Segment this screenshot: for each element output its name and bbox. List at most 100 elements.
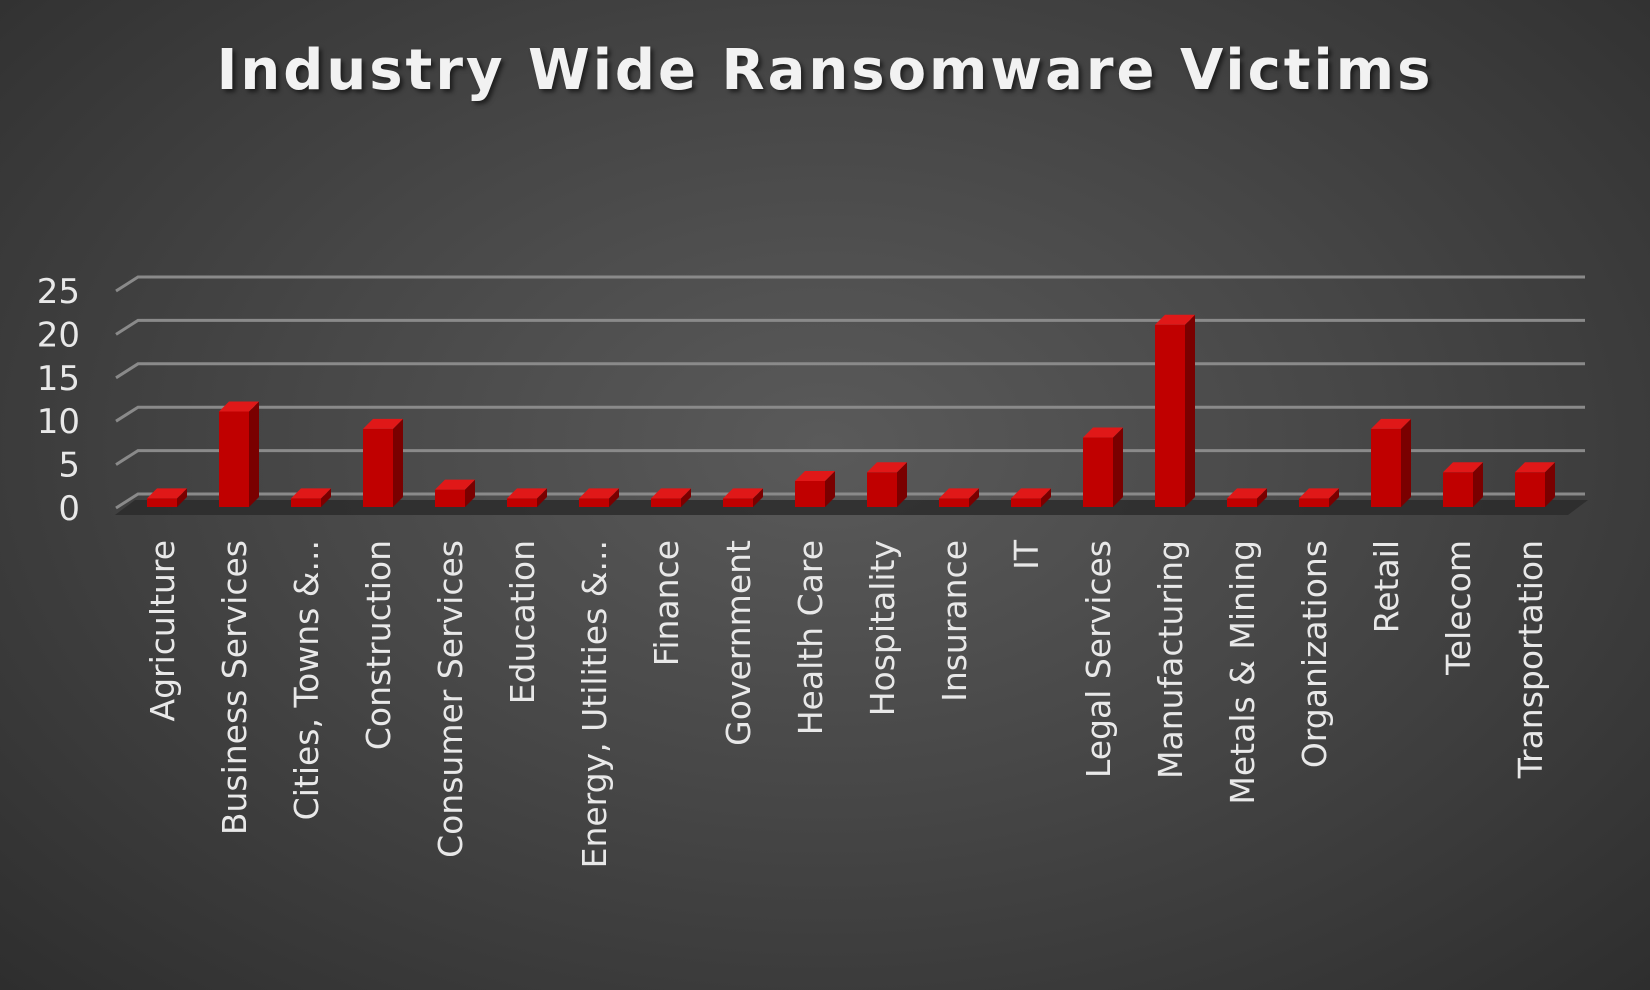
bar-top: [1515, 462, 1555, 473]
bar-side: [465, 479, 475, 507]
bar-front: [651, 498, 681, 507]
bar: [1371, 418, 1411, 507]
bar: [939, 488, 979, 507]
bar-side: [1545, 462, 1555, 507]
x-tick-label: Cities, Towns &...: [287, 540, 326, 820]
gridline: [115, 405, 1585, 423]
bar: [795, 470, 835, 507]
x-tick-label: Finance: [647, 540, 686, 666]
x-tick-label: Legal Services: [1079, 540, 1118, 778]
y-tick-label: 10: [37, 402, 80, 442]
bar-front: [723, 498, 753, 507]
bar: [1299, 488, 1339, 507]
x-tick-label: Transportation: [1511, 540, 1550, 779]
bar-side: [609, 488, 619, 507]
gridline: [115, 449, 1585, 466]
x-tick-label: Hospitality: [863, 540, 902, 716]
x-tick-label: Construction: [359, 540, 398, 750]
bar-side: [1113, 427, 1123, 507]
bar: [507, 488, 547, 507]
bar-side: [753, 488, 763, 507]
x-tick-label: Agriculture: [143, 540, 182, 721]
bar-top: [507, 488, 547, 499]
bar-side: [1185, 314, 1195, 507]
bar-top: [795, 470, 835, 481]
bar-front: [1155, 324, 1185, 507]
bar-top: [1083, 427, 1123, 438]
bar: [147, 488, 187, 507]
bar-front: [147, 498, 177, 507]
bars: [147, 314, 1555, 507]
bar: [1227, 488, 1267, 507]
x-tick-label: Government: [719, 540, 758, 746]
bar: [1083, 427, 1123, 507]
y-tick-label: 20: [37, 315, 80, 355]
bar-side: [1257, 488, 1267, 507]
gridline: [115, 362, 1585, 380]
chart-title: Industry Wide Ransomware Victims: [216, 38, 1434, 103]
x-tick-label: Consumer Services: [431, 540, 470, 858]
bar: [1515, 462, 1555, 507]
bar-front: [219, 411, 249, 507]
bar-front: [1227, 498, 1257, 507]
x-axis-ticks: Agriculture Business Services Cities, Town…: [143, 539, 1550, 868]
bar-top: [939, 488, 979, 499]
bar-top: [1371, 418, 1411, 429]
bar: [1011, 488, 1051, 507]
x-tick-label: Organizations: [1295, 540, 1334, 768]
x-tick-label: Telecom: [1439, 540, 1478, 676]
x-tick-label: Metals & Mining: [1223, 540, 1262, 805]
bar-side: [321, 488, 331, 507]
bar-side: [177, 488, 187, 507]
bar-top: [867, 462, 907, 473]
bar-side: [537, 488, 547, 507]
bar-side: [1329, 488, 1339, 507]
y-tick-label: 5: [58, 446, 80, 486]
bar-front: [435, 489, 465, 507]
chart-floor-plane: [115, 500, 1588, 515]
bar-front: [579, 498, 609, 507]
bar-front: [1011, 498, 1041, 507]
bar: [1443, 462, 1483, 507]
y-tick-label: 15: [37, 359, 80, 399]
bar-top: [291, 488, 331, 499]
bar-side: [969, 488, 979, 507]
bar: [579, 488, 619, 507]
bar-top: [219, 401, 259, 412]
bar-front: [1515, 472, 1545, 507]
bar-front: [363, 428, 393, 507]
bar-front: [1443, 472, 1473, 507]
x-tick-label: IT: [1007, 539, 1046, 570]
bar-side: [897, 462, 907, 507]
bar-side: [1473, 462, 1483, 507]
bar: [219, 401, 259, 507]
bar-front: [867, 472, 897, 507]
bar-top: [1299, 488, 1339, 499]
gridline: [115, 318, 1585, 336]
bar-top: [1227, 488, 1267, 499]
bar-top: [723, 488, 763, 499]
bar-front: [795, 480, 825, 507]
bar-side: [249, 401, 259, 507]
bar: [291, 488, 331, 507]
bar: [651, 488, 691, 507]
gridline: [115, 275, 1585, 293]
x-tick-label: Energy, Utilities &...: [575, 540, 614, 868]
y-tick-label: 25: [37, 272, 80, 312]
bar-front: [1299, 498, 1329, 507]
y-tick-label: 0: [58, 489, 80, 529]
bar-top: [435, 479, 475, 490]
bar-side: [393, 418, 403, 507]
bar-top: [651, 488, 691, 499]
x-tick-label: Education: [503, 540, 542, 704]
chart-floor: [115, 500, 1588, 515]
bar-top: [1443, 462, 1483, 473]
bar-front: [291, 498, 321, 507]
bar-side: [1401, 418, 1411, 507]
bar-top: [1155, 314, 1195, 325]
bar-side: [681, 488, 691, 507]
bar: [723, 488, 763, 507]
